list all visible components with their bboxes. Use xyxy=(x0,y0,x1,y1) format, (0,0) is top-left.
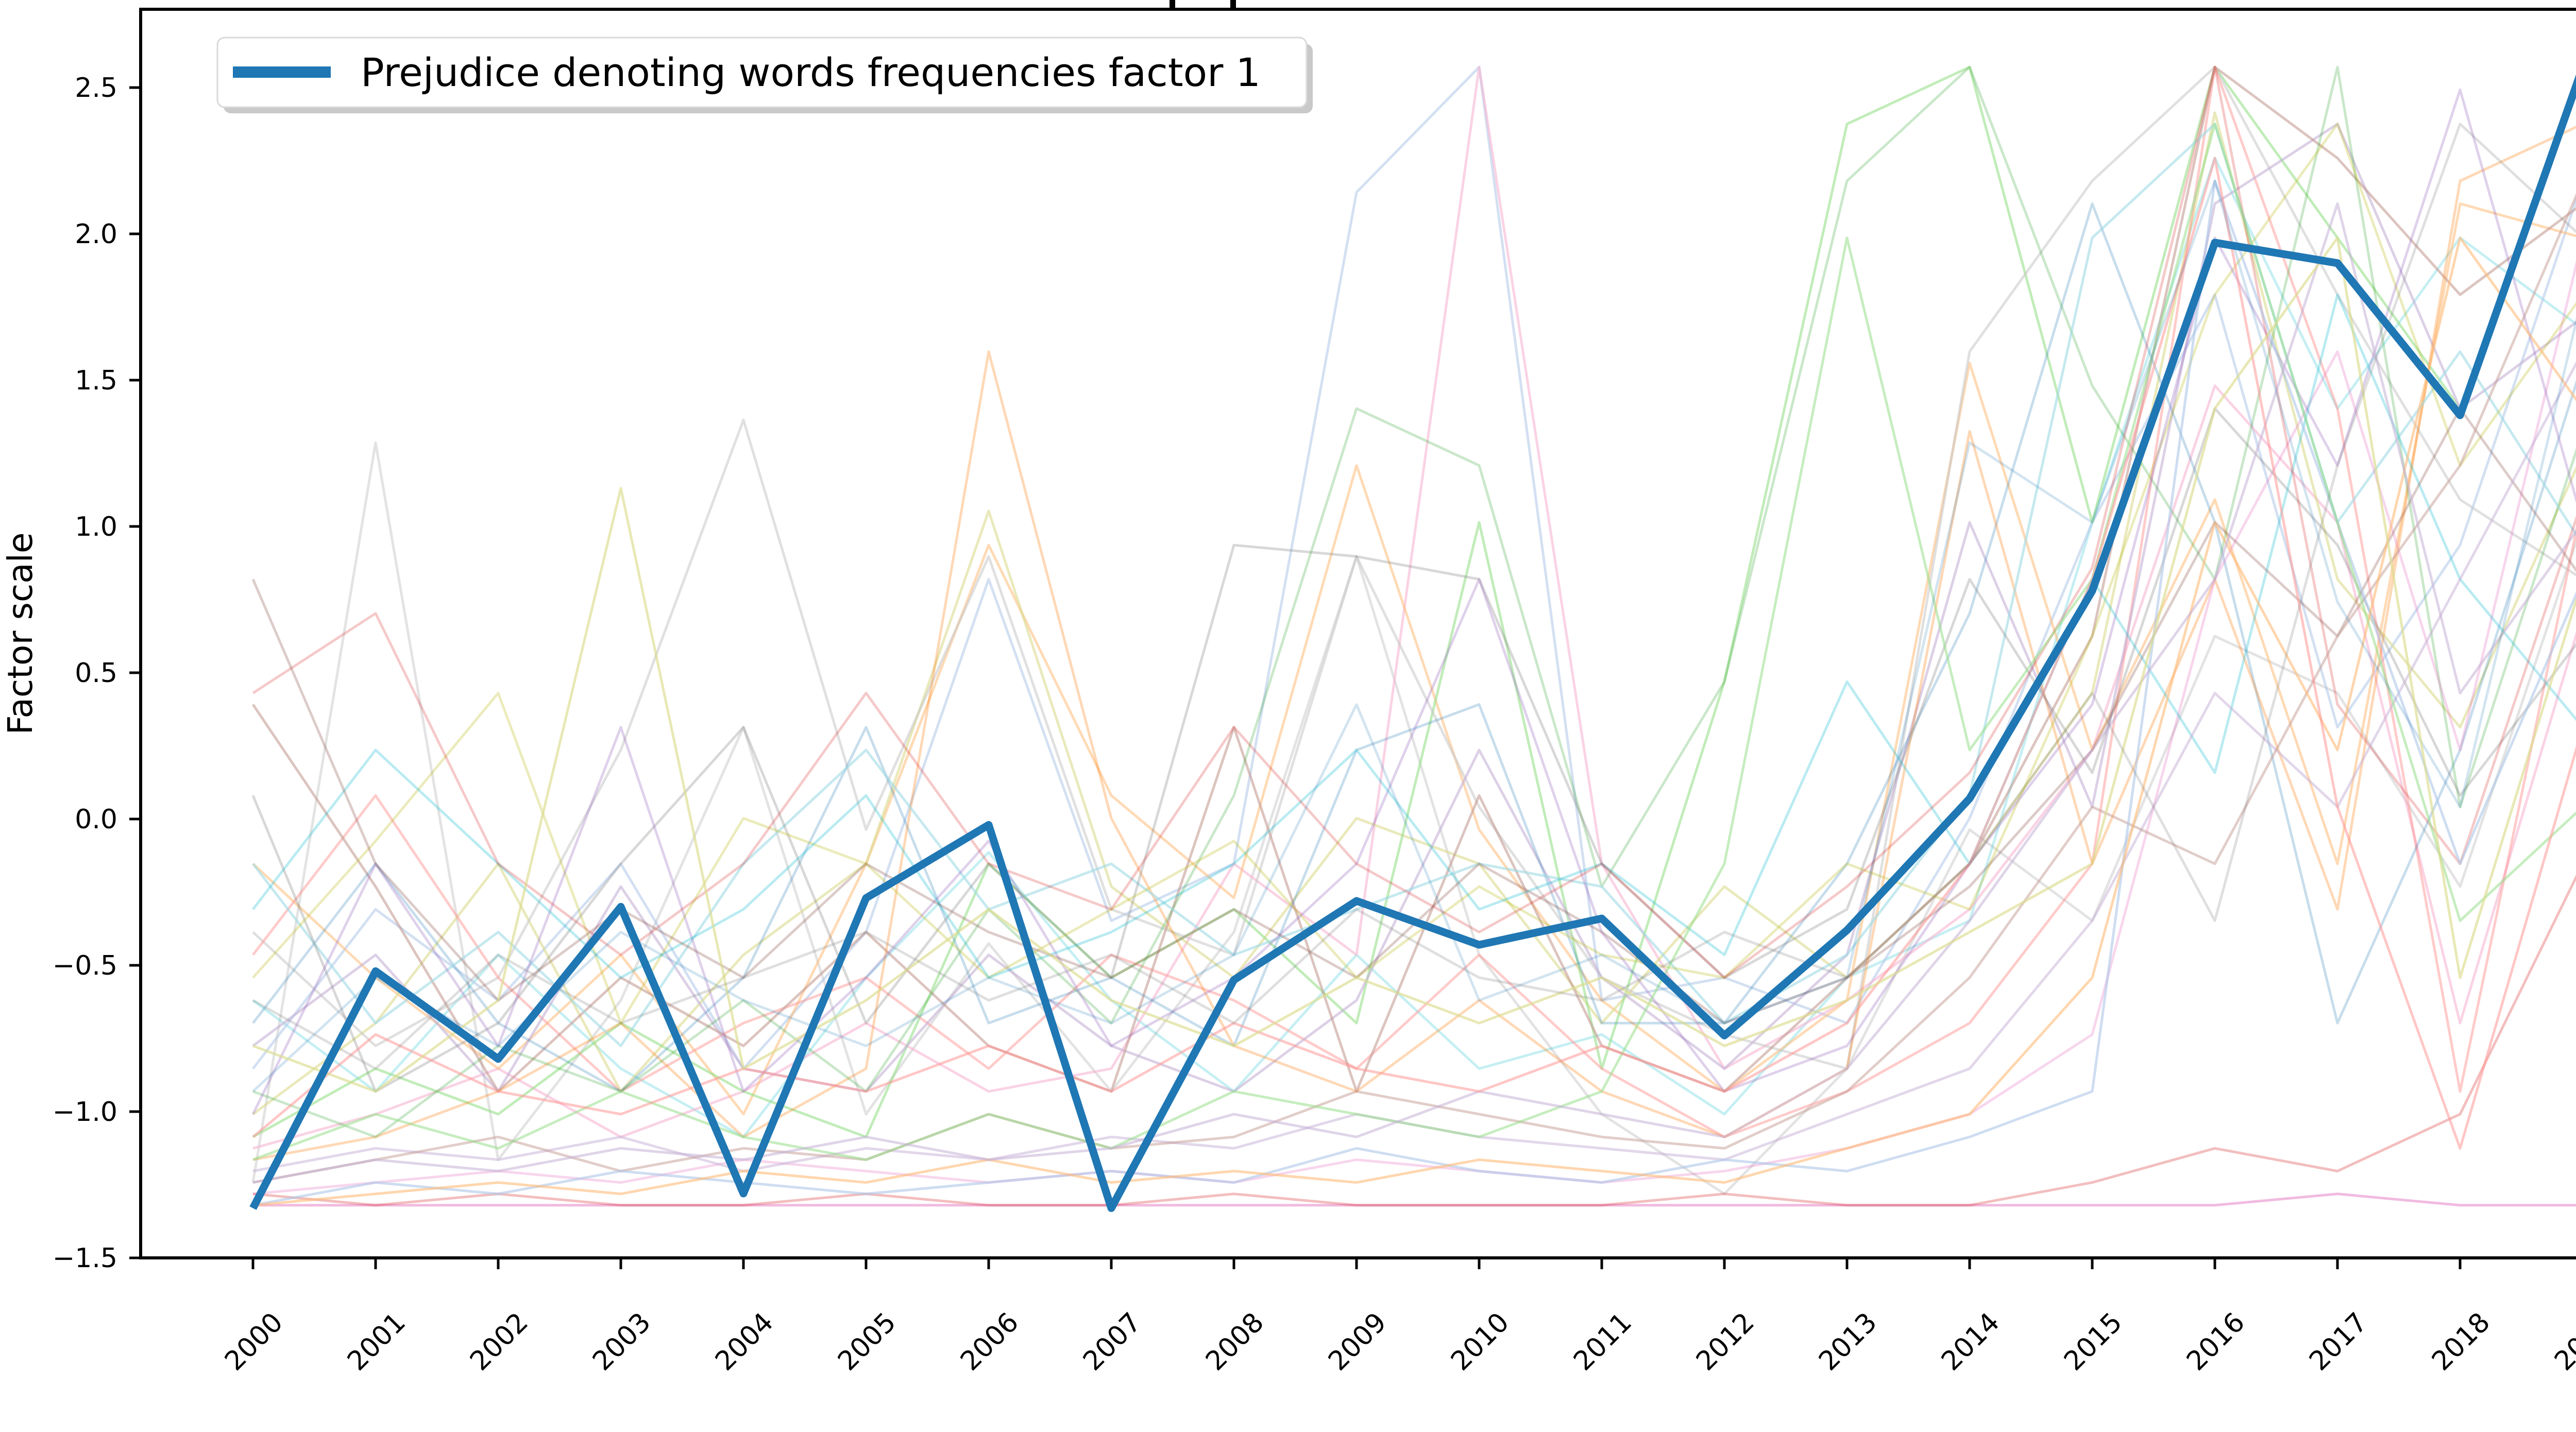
background-word-line xyxy=(251,88,2576,1115)
left-tick-label: 1.0 xyxy=(75,512,117,542)
legend: Prejudice denoting words frequencies fac… xyxy=(216,37,1313,113)
background-word-line xyxy=(252,236,2576,1207)
background-word-line xyxy=(252,874,2576,1207)
background-word-line xyxy=(252,125,2576,1161)
background-word-line xyxy=(252,202,2576,1184)
background-word-line xyxy=(252,179,2576,1093)
background-word-line xyxy=(252,65,2576,1138)
x-tick-label: 2010 xyxy=(1445,1307,1515,1377)
background-word-line xyxy=(252,65,2576,1150)
x-tick-label: 2002 xyxy=(464,1307,534,1377)
left-tick-label: 2.0 xyxy=(75,219,117,250)
legend-box xyxy=(216,37,1308,108)
x-tick-label: 2004 xyxy=(709,1307,779,1377)
background-word-line xyxy=(252,202,2576,1093)
main-factor-line xyxy=(249,74,2576,1212)
background-word-line xyxy=(252,260,2576,1196)
x-tick-label: 2015 xyxy=(2058,1307,2128,1377)
x-tick-label: 2003 xyxy=(587,1307,657,1377)
background-word-line xyxy=(252,123,2576,1161)
legend-label: Prejudice denoting words frequencies fac… xyxy=(361,49,1261,95)
background-word-line xyxy=(252,123,2576,1093)
background-word-line xyxy=(252,123,2576,1047)
background-word-line xyxy=(253,1192,2576,1207)
x-tick-label: 2019 xyxy=(2549,1307,2576,1377)
cropped-title-descender xyxy=(1170,0,1175,8)
x-tick-label: 2016 xyxy=(2181,1307,2251,1377)
x-tick-label: 2005 xyxy=(832,1307,902,1377)
left-axis-title: Factor scale xyxy=(1,532,40,735)
background-word-line xyxy=(251,407,2576,1093)
cropped-title-fragment xyxy=(1170,0,1236,8)
cropped-title-descender xyxy=(1230,0,1236,8)
background-word-line xyxy=(252,193,2576,1184)
background-word-line xyxy=(252,293,2576,979)
left-tick-label: 1.5 xyxy=(75,365,117,396)
left-tick-label: 0.5 xyxy=(75,658,117,689)
background-word-line xyxy=(252,111,2576,1116)
x-tick-label: 2001 xyxy=(342,1307,412,1377)
left-axis-ticks: 2.5 2.0 1.5 1.0 0.5 0.0 −0.5 −1.0 −1.5 xyxy=(53,73,141,1274)
x-axis-ticks: 2000 2001 2002 2003 2004 2005 2006 2007 2008 2009… xyxy=(219,1258,2576,1377)
background-word-line xyxy=(252,202,2576,1116)
background-word-line xyxy=(252,157,2576,1150)
x-tick-label: 2013 xyxy=(1813,1307,1883,1377)
x-tick-label: 2008 xyxy=(1200,1307,1270,1377)
left-tick-label: −1.0 xyxy=(53,1097,117,1128)
left-tick-label: −1.5 xyxy=(53,1243,117,1274)
x-tick-label: 2007 xyxy=(1077,1307,1147,1377)
background-word-line xyxy=(252,236,2576,1093)
background-word-line xyxy=(252,65,2576,979)
background-word-line xyxy=(251,65,2576,1093)
left-tick-label: 0.0 xyxy=(75,804,117,835)
x-tick-label: 2018 xyxy=(2426,1307,2496,1377)
x-tick-label: 2006 xyxy=(955,1307,1025,1377)
background-word-line xyxy=(252,179,2576,1207)
left-tick-label: 2.5 xyxy=(75,73,117,104)
x-tick-label: 2009 xyxy=(1323,1307,1393,1377)
x-tick-label: 2012 xyxy=(1690,1307,1760,1377)
main-factor-polyline xyxy=(249,74,2576,1212)
x-tick-label: 2011 xyxy=(1568,1307,1638,1377)
left-tick-label: −0.5 xyxy=(53,950,117,981)
background-word-lines xyxy=(251,65,2576,1207)
background-word-line xyxy=(252,65,2576,1070)
background-word-line xyxy=(252,123,2576,1025)
x-tick-label: 2014 xyxy=(1936,1307,2006,1377)
x-tick-label: 2017 xyxy=(2303,1307,2374,1377)
background-word-line xyxy=(252,157,2576,1138)
x-tick-label: 2000 xyxy=(219,1307,289,1377)
plot-border xyxy=(139,8,2576,1259)
background-word-line xyxy=(252,123,2576,1070)
